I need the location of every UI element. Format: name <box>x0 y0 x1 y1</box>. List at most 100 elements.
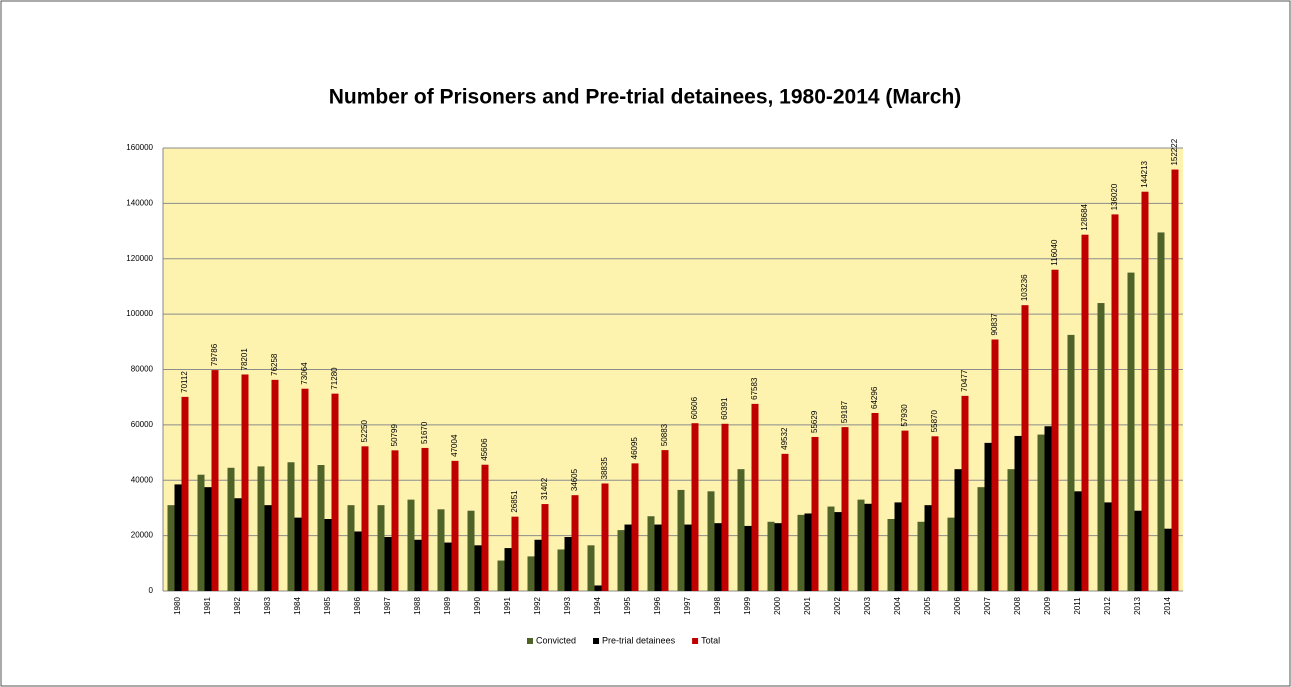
legend-swatch <box>593 638 600 644</box>
bar <box>857 499 865 591</box>
bar <box>287 462 295 591</box>
bar <box>174 484 182 591</box>
bar <box>744 525 752 591</box>
bar <box>1067 334 1075 591</box>
bar <box>527 556 535 591</box>
x-tick-label: 1998 <box>713 597 722 615</box>
bar <box>1074 491 1082 591</box>
bar <box>211 370 219 591</box>
x-tick-label: 1984 <box>293 597 302 615</box>
bar <box>264 505 272 591</box>
bar <box>361 446 369 591</box>
bar <box>557 549 565 591</box>
legend-label: Total <box>701 635 720 645</box>
x-tick-label: 2004 <box>893 597 902 615</box>
x-tick-label: 2009 <box>1043 597 1052 615</box>
data-label: 50799 <box>390 424 399 447</box>
bar <box>587 545 595 591</box>
bar <box>564 537 572 591</box>
x-tick-label: 1991 <box>503 597 512 615</box>
bar <box>647 516 655 591</box>
bar <box>294 517 302 591</box>
bar <box>1141 191 1149 591</box>
bar <box>1157 232 1165 591</box>
bar <box>947 517 955 591</box>
bar <box>601 483 609 591</box>
bar <box>781 453 789 591</box>
chart-title: Number of Prisoners and Pre-trial detain… <box>329 86 962 109</box>
data-label: 52250 <box>360 420 369 443</box>
x-tick-label: 1997 <box>683 597 692 615</box>
x-tick-label: 2007 <box>983 597 992 615</box>
x-tick-label: 1985 <box>323 597 332 615</box>
data-label: 116040 <box>1050 239 1059 266</box>
bar <box>1104 502 1112 591</box>
bar <box>1014 435 1022 591</box>
y-tick-label: 140000 <box>126 198 153 207</box>
bar <box>347 505 355 591</box>
data-label: 73064 <box>300 362 309 385</box>
bar <box>534 539 542 591</box>
data-label: 128684 <box>1080 203 1089 230</box>
bar <box>421 447 429 591</box>
data-label: 152222 <box>1170 138 1179 165</box>
bar <box>707 491 715 591</box>
data-label: 79786 <box>210 343 219 366</box>
y-tick-label: 60000 <box>131 420 154 429</box>
x-tick-label: 2012 <box>1103 597 1112 615</box>
data-label: 59187 <box>840 400 849 423</box>
data-label: 47004 <box>450 434 459 457</box>
bar <box>377 505 385 591</box>
x-tick-label: 1999 <box>743 597 752 615</box>
bar <box>684 524 692 591</box>
x-tick-label: 2013 <box>1133 597 1142 615</box>
bar <box>714 523 722 591</box>
bar <box>167 505 175 591</box>
data-label: 70112 <box>180 371 189 393</box>
bar <box>414 539 422 591</box>
bar <box>474 545 482 591</box>
data-label: 60606 <box>690 396 699 419</box>
data-label: 31402 <box>540 477 549 500</box>
bar <box>227 467 235 591</box>
bar <box>197 474 205 591</box>
bar <box>354 531 362 591</box>
y-tick-label: 40000 <box>131 475 154 484</box>
bar <box>827 506 835 591</box>
data-label: 70477 <box>960 369 969 392</box>
x-tick-label: 1994 <box>593 597 602 615</box>
x-tick-label: 1982 <box>233 597 242 615</box>
bar <box>1111 214 1119 591</box>
bar <box>1097 303 1105 591</box>
data-label: 49532 <box>780 427 789 450</box>
data-label: 38835 <box>600 457 609 480</box>
bar <box>1127 272 1135 591</box>
x-tick-label: 2002 <box>833 597 842 615</box>
x-tick-label: 2001 <box>803 597 812 615</box>
bar <box>1134 510 1142 591</box>
bar <box>691 423 699 591</box>
bar <box>1081 234 1089 591</box>
bar <box>1164 528 1172 591</box>
legend-swatch <box>692 638 699 644</box>
data-label: 64296 <box>870 386 879 409</box>
bar <box>984 442 992 591</box>
bar <box>241 374 249 591</box>
bar <box>504 548 512 591</box>
legend-label: Pre-trial detainees <box>602 635 676 645</box>
bar <box>181 396 189 591</box>
bar <box>324 519 332 591</box>
data-label: 26851 <box>510 490 519 513</box>
bar <box>1171 169 1179 591</box>
y-tick-label: 20000 <box>131 531 154 540</box>
bar <box>977 487 985 591</box>
data-label: 71280 <box>330 367 339 390</box>
bar <box>271 379 279 591</box>
data-label: 34605 <box>570 468 579 491</box>
x-tick-label: 2014 <box>1163 597 1172 615</box>
bar <box>864 503 872 591</box>
data-label: 60391 <box>720 397 729 420</box>
bar <box>257 466 265 591</box>
bar <box>331 393 339 591</box>
bar <box>594 585 602 591</box>
